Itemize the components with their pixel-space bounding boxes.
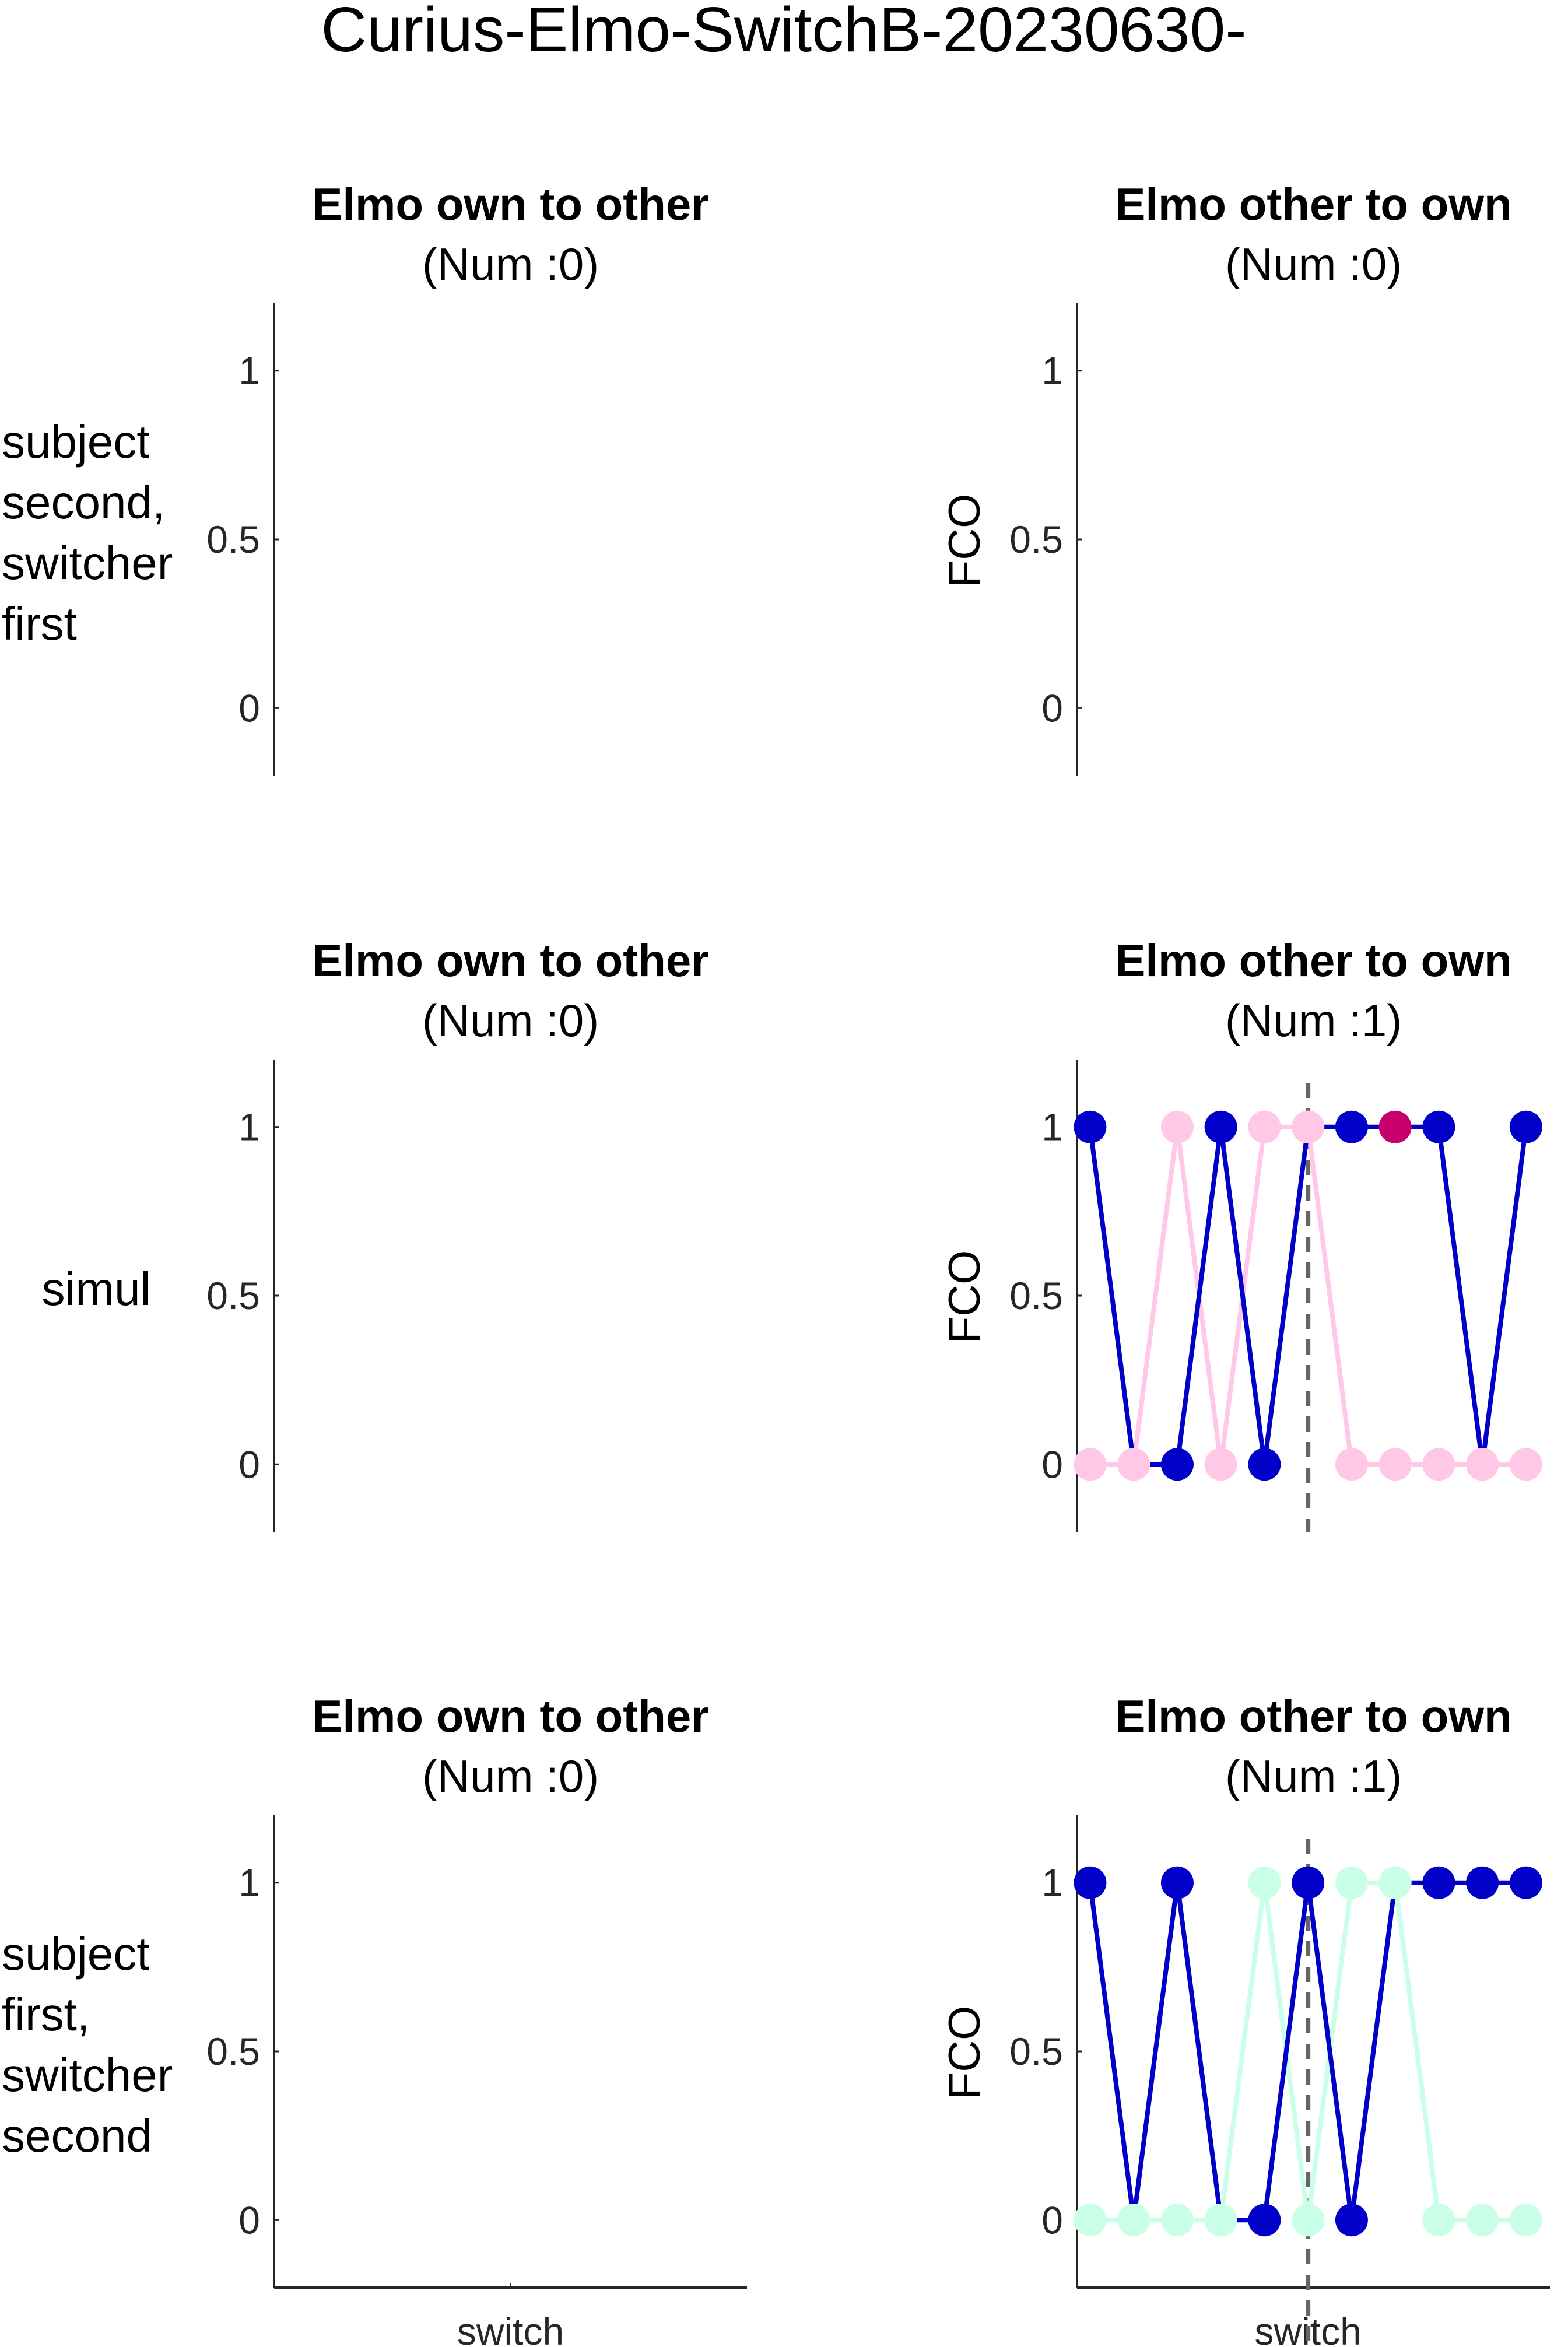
panel-subtitle: (Num :0) [1225, 238, 1402, 290]
row-label-line: switcher [2, 2049, 173, 2101]
data-point-subject [1509, 1110, 1542, 1143]
panel-subtitle: (Num :0) [422, 995, 599, 1046]
data-point-subject [1422, 1110, 1455, 1143]
row-label-line: simul [42, 1263, 151, 1315]
panel: Elmo own to other (Num :0) 0 0.5 1 [206, 935, 709, 1532]
y-axis-label: FCO [940, 2006, 990, 2099]
y-tick-label: 1 [238, 1861, 260, 1904]
data-point-subject [1509, 1866, 1542, 1899]
data-point-partner [1378, 1448, 1412, 1481]
row-label-line: subject [2, 416, 149, 468]
data-point-subject [1117, 2204, 1150, 2237]
y-tick-label: 0 [238, 686, 260, 729]
data-point-subject [1466, 1448, 1499, 1481]
data-point-partner [1422, 1448, 1455, 1481]
data-point-partner [1422, 2204, 1455, 2237]
data-point-partner [1335, 1866, 1368, 1899]
row-label-line: switcher [2, 537, 173, 589]
data-point-subject [1466, 1866, 1499, 1899]
data-point-subject [1422, 1866, 1455, 1899]
panel: Elmo own to other (Num :0) 0 0.5 1 switch [206, 1690, 747, 2347]
panel-subtitle: (Num :1) [1225, 1750, 1402, 1802]
data-point-subject [1204, 1110, 1237, 1143]
panel-subtitle: (Num :0) [422, 238, 599, 290]
data-point-subject [1074, 1866, 1107, 1899]
data-point-partner [1248, 1866, 1281, 1899]
data-point-partner [1160, 2204, 1194, 2237]
panels: subject second, switcher first simul subject f… [2, 178, 1550, 2347]
data-point-subject [1117, 1448, 1150, 1481]
data-point-partner [1204, 1448, 1237, 1481]
y-tick-label: 1 [1041, 349, 1063, 392]
data-point-subject [1335, 1110, 1368, 1143]
panel-subtitle: (Num :0) [422, 1750, 599, 1802]
y-tick-label: 0 [1041, 2198, 1063, 2241]
data-point-partner [1466, 2204, 1499, 2237]
y-tick-label: 0 [1041, 1443, 1063, 1486]
panel-title: Elmo own to other [312, 178, 708, 230]
figure-title: Curius-Elmo-SwitchB-20230630- [321, 0, 1246, 65]
row-label: simul [42, 1263, 151, 1315]
y-tick-label: 1 [238, 349, 260, 392]
y-tick-label: 0 [238, 2198, 260, 2241]
data-point-subject [1160, 1448, 1194, 1481]
y-tick-label: 1 [1041, 1861, 1063, 1904]
data-point-partner [1074, 2204, 1107, 2237]
panel-title: Elmo other to own [1115, 178, 1511, 230]
row-label-line: first, [2, 1988, 90, 2040]
x-tick-label: switch [457, 2310, 564, 2347]
data-point-partner [1160, 1110, 1194, 1143]
y-tick-label: 1 [1041, 1106, 1063, 1149]
y-tick-label: 0.5 [1009, 1274, 1063, 1317]
y-tick-label: 0.5 [206, 2030, 260, 2073]
panel-title: Elmo other to own [1115, 935, 1511, 986]
data-point-partner [1248, 1110, 1281, 1143]
data-point-subject [1292, 1110, 1325, 1143]
y-tick-label: 0.5 [206, 1274, 260, 1317]
y-tick-label: 0 [238, 1443, 260, 1486]
data-point-subject [1248, 1448, 1281, 1481]
y-axis-label: FCO [940, 494, 990, 587]
panel: Elmo other to own (Num :1) 0 0.5 1 FCO [940, 935, 1542, 1532]
data-point-subject [1378, 1110, 1412, 1143]
panel-subtitle: (Num :1) [1225, 995, 1402, 1046]
data-point-partner [1509, 1448, 1542, 1481]
panel-title: Elmo own to other [312, 1690, 708, 1742]
panel: Elmo other to own (Num :0) 0 0.5 1 FCO [940, 178, 1512, 776]
row-label: subject second, switcher first [2, 416, 173, 650]
data-point-partner [1292, 2204, 1325, 2237]
data-point-subject [1292, 1866, 1325, 1899]
data-point-subject [1378, 1866, 1412, 1899]
row-label-line: first [2, 598, 77, 650]
y-tick-label: 1 [238, 1106, 260, 1149]
panel: Elmo own to other (Num :0) 0 0.5 1 [206, 178, 709, 776]
y-tick-label: 0.5 [206, 518, 260, 561]
y-tick-label: 0.5 [1009, 518, 1063, 561]
data-point-subject [1074, 1110, 1107, 1143]
data-point-subject [1335, 2204, 1368, 2237]
data-point-partner [1509, 2204, 1542, 2237]
row-label-line: subject [2, 1928, 149, 1980]
data-point-subject [1248, 2204, 1281, 2237]
row-label-line: second, [2, 476, 165, 528]
data-point-partner [1074, 1448, 1107, 1481]
panel-title: Elmo other to own [1115, 1690, 1511, 1742]
panel-title: Elmo own to other [312, 935, 708, 986]
data-point-partner [1335, 1448, 1368, 1481]
data-point-subject [1204, 2204, 1237, 2237]
data-point-subject [1160, 1866, 1194, 1899]
row-label: subject first, switcher second [2, 1928, 173, 2162]
y-tick-label: 0 [1041, 686, 1063, 729]
row-label-line: second [2, 2110, 152, 2162]
y-axis-label: FCO [940, 1250, 990, 1343]
y-tick-label: 0.5 [1009, 2030, 1063, 2073]
